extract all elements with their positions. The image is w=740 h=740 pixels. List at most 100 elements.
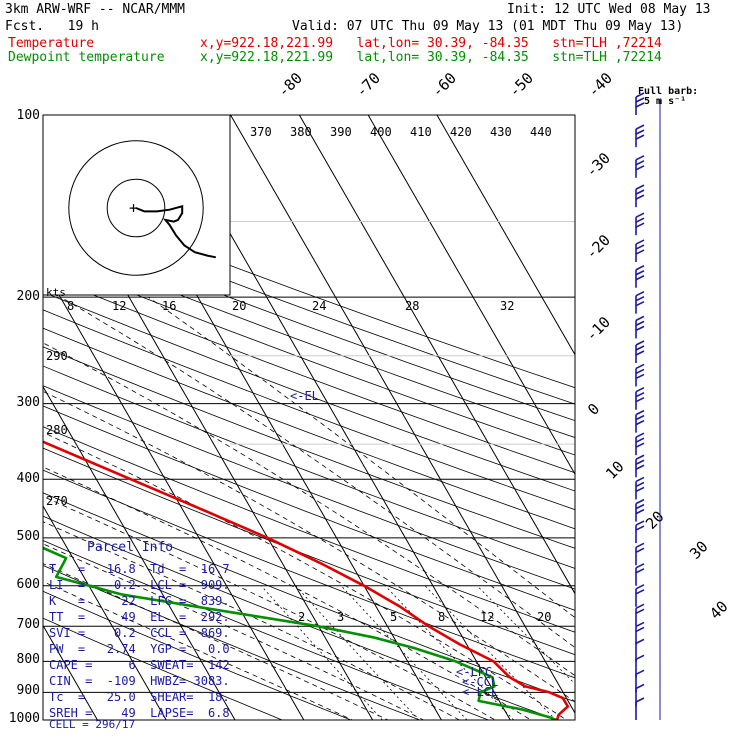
temperature-location: x,y=922.18,221.99 lat,lon= 30.39, -84.35…: [200, 36, 662, 51]
wind-barb-flag: [635, 476, 645, 483]
isotherm-label: -10: [582, 313, 614, 345]
wind-barb-flag: [635, 584, 645, 590]
isotherm-label: -20: [582, 231, 614, 263]
wind-barb-flag: [635, 102, 645, 108]
hodograph-ring: [68, 140, 204, 276]
wind-barb-flag: [635, 275, 645, 281]
wind-barb-flag: [635, 563, 645, 569]
wind-barb-flag: [635, 222, 645, 228]
wind-barb-flag: [635, 454, 645, 460]
speed-label: 20: [232, 299, 246, 313]
wind-barb: [635, 363, 645, 387]
wind-barb-flag: [635, 387, 645, 393]
isotherm-label: -40: [584, 69, 616, 101]
dry-adiabat: [43, 515, 559, 720]
wind-barb-flag: [635, 437, 645, 443]
pressure-label-200: 200: [16, 289, 40, 304]
dry-adiabat: [43, 309, 575, 511]
dry-adiabat: [43, 346, 575, 549]
wind-barb: [635, 315, 645, 339]
mixing-ratio-line: [384, 585, 514, 720]
wind-barb: [635, 498, 645, 522]
moist-adiabat: [60, 296, 575, 649]
parcel-row: SVI = 0.2 CCL = 869.: [49, 626, 230, 640]
pressure-label-100: 100: [16, 108, 40, 123]
grid-lines: [43, 115, 575, 720]
wind-barb-flag: [635, 589, 645, 595]
speed-label: 32: [500, 299, 514, 313]
hodograph-panel: [42, 114, 231, 296]
wind-barb-flag: [635, 503, 645, 510]
wind-barb: [635, 454, 645, 478]
wind-barb-flag: [635, 547, 645, 554]
theta-label: 290: [46, 349, 68, 363]
dry-adiabat: [43, 469, 575, 679]
mixing-ratio-line: [476, 585, 575, 685]
wind-barb-flag: [635, 498, 645, 505]
wind-barbs: [635, 92, 661, 720]
theta-label: 280: [46, 423, 68, 437]
wind-barb-flag: [635, 217, 645, 223]
speed-label: 24: [312, 299, 326, 313]
sounding-traces: [43, 440, 570, 720]
moist-adiabat: [43, 390, 575, 703]
isotherm-label: -30: [582, 149, 614, 181]
wind-barb: [635, 520, 645, 544]
mixing-ratio-label: 20: [537, 610, 551, 624]
wind-barb-flag: [635, 414, 645, 421]
theta-label: 410: [410, 125, 432, 139]
pressure-label-1000: 1000: [8, 711, 40, 726]
wind-barb: [635, 155, 645, 178]
mixing-ratio-label: 2: [298, 610, 305, 624]
barb-legend-line2: 5 m s⁻¹: [644, 96, 687, 107]
moist-adiabat: [43, 495, 497, 720]
model-title: 3km ARW-WRF -- NCAR/MMM: [5, 2, 186, 17]
dry-adiabat: [43, 208, 575, 405]
mixing-ratio-label: 8: [438, 610, 445, 624]
ccl-marker: <-CCL: [462, 675, 498, 689]
wind-barb: [635, 124, 645, 148]
hodograph-trace: [135, 204, 216, 259]
wind-barb-flag: [635, 603, 645, 609]
wind-barb: [635, 683, 645, 707]
wind-barb-flag: [635, 325, 645, 332]
mixing-ratio-line: [260, 585, 383, 720]
hodograph-origin: +: [129, 199, 138, 217]
mixing-ratio-label: 3: [337, 610, 344, 624]
barb-legend-line1: Full barb:: [638, 86, 699, 97]
parcel-row: SREH = 49 LAPSE= 6.8: [49, 706, 230, 720]
isotherm-label: -80: [274, 69, 306, 101]
wind-barb: [635, 621, 645, 645]
wind-barb-flag: [635, 350, 645, 356]
wind-barb-flag: [635, 626, 645, 633]
lfc-marker: <-LFC: [456, 665, 492, 679]
wind-barb: [635, 212, 645, 236]
theta-label: 430: [490, 125, 512, 139]
dewpoint-location: x,y=922.18,221.99 lat,lon= 30.39, -84.35…: [200, 50, 662, 65]
valid-time: Valid: 07 UTC Thu 09 May 13 (01 MDT Thu …: [292, 19, 684, 34]
dry-adiabat: [43, 426, 575, 633]
moist-adiabat: [43, 581, 354, 720]
theta-label: 440: [530, 125, 552, 139]
wind-barb: [635, 265, 645, 288]
dry-adiabat: [43, 590, 352, 720]
wind-barb-flag: [635, 363, 645, 370]
isotherm-label: 40: [706, 597, 732, 623]
wind-barb-flag: [635, 542, 645, 549]
parcel-row: TT = 49 EL = 292.: [49, 610, 230, 624]
lcl-marker: <-LCL: [462, 685, 498, 699]
parcel-row: PW = 2.74 YGP = 0.0: [49, 642, 230, 656]
isotherm: [367, 115, 575, 476]
wind-barb-flag: [635, 486, 645, 493]
kts-label: kts: [46, 286, 66, 299]
isotherm-label: -60: [428, 69, 460, 101]
pressure-label-600: 600: [16, 577, 40, 592]
plot-frame: [42, 114, 576, 721]
wind-barb-flag: [635, 134, 645, 140]
mixing-ratio-label: 5: [390, 610, 397, 624]
theta-label: 420: [450, 125, 472, 139]
isotherm-label: 10: [602, 457, 628, 483]
wind-barb-flag: [635, 432, 645, 438]
